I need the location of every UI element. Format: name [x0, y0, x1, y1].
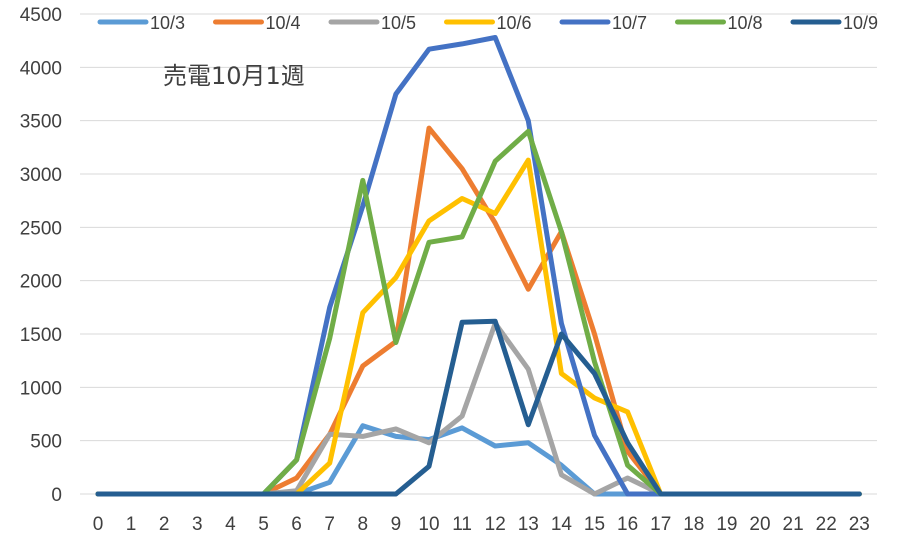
y-tick-label: 1500	[20, 325, 62, 346]
y-tick-label: 4000	[20, 58, 62, 79]
x-tick-label: 10	[418, 514, 439, 535]
x-tick-label: 9	[391, 514, 402, 535]
x-tick-label: 14	[551, 514, 573, 535]
x-axis-tick-labels: 0 1 2 3 4 5 6 7 8 9 10 11 12 13 14 15 16 17 18 19 20 21 22 23	[93, 514, 870, 535]
legend-label: 10/8	[728, 13, 763, 33]
legend-label: 10/6	[497, 13, 532, 33]
x-tick-label: 0	[93, 514, 104, 535]
y-tick-label: 0	[51, 485, 62, 506]
x-tick-label: 4	[225, 514, 236, 535]
x-tick-label: 18	[683, 514, 704, 535]
legend-label: 10/4	[266, 13, 301, 33]
y-tick-label: 500	[30, 432, 62, 453]
x-tick-label: 12	[485, 514, 506, 535]
x-tick-label: 8	[358, 514, 369, 535]
x-tick-label: 13	[518, 514, 539, 535]
chart-title: 売電10月1週	[163, 62, 305, 90]
y-tick-label: 1000	[20, 378, 62, 399]
x-tick-label: 23	[849, 514, 870, 535]
x-tick-label: 15	[584, 514, 605, 535]
x-tick-label: 1	[126, 514, 137, 535]
y-tick-label: 3500	[20, 112, 62, 133]
x-tick-label: 16	[617, 514, 638, 535]
x-tick-label: 22	[816, 514, 837, 535]
x-tick-label: 6	[291, 514, 302, 535]
x-tick-label: 21	[783, 514, 804, 535]
series-lines	[95, 35, 862, 497]
legend: 10/3 10/4 10/5 10/6 10/7 10/8 10/9	[97, 13, 878, 33]
legend-label: 10/9	[843, 13, 878, 33]
y-tick-label: 4500	[20, 5, 62, 26]
x-tick-label: 2	[159, 514, 170, 535]
x-tick-label: 3	[192, 514, 203, 535]
y-tick-label: 2000	[20, 272, 62, 293]
legend-label: 10/5	[381, 13, 416, 33]
x-tick-label: 5	[258, 514, 269, 535]
x-tick-label: 19	[716, 514, 737, 535]
x-tick-label: 11	[452, 514, 472, 535]
legend-label: 10/3	[150, 13, 185, 33]
y-tick-label: 2500	[20, 218, 62, 239]
x-tick-label: 7	[324, 514, 335, 535]
x-tick-label: 17	[650, 514, 671, 535]
x-tick-label: 20	[749, 514, 770, 535]
y-axis-tick-labels: 0 500 1000 1500 2000 2500 3000 3500 4000 4500	[20, 5, 62, 506]
legend-label: 10/7	[612, 13, 647, 33]
series-line-10-9	[95, 318, 862, 497]
y-tick-label: 3000	[20, 165, 62, 186]
